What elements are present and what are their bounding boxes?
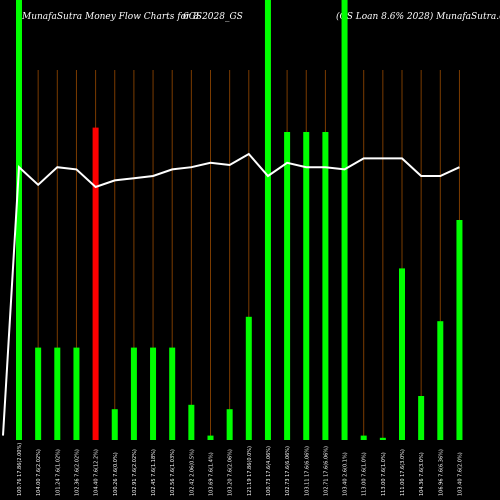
x-tick-label: 102.56 7.6(1.03%) bbox=[170, 449, 176, 496]
x-tick-label: 100.76 17.86(2.00%) bbox=[17, 443, 23, 496]
money-flow-line bbox=[2, 152, 460, 436]
money-flow-bar bbox=[150, 347, 157, 440]
x-tick-label: 102.36 7.6(2.02%) bbox=[74, 449, 80, 496]
money-flow-bar bbox=[399, 268, 405, 440]
money-flow-bar bbox=[418, 396, 425, 440]
money-flow-bar bbox=[130, 347, 137, 440]
x-tick-label: 113.00 7.6(1.0%) bbox=[381, 452, 387, 496]
x-tick-label: 102.73 17.6(6.06%) bbox=[285, 446, 291, 496]
money-flow-bar bbox=[379, 437, 386, 440]
x-tick-label: 103.40 2.6(0.1%) bbox=[343, 452, 349, 496]
x-tick-label: 103.11 17.6(6.06%) bbox=[304, 446, 310, 496]
x-tick-label: 104.36 7.6(3.0%) bbox=[419, 452, 425, 496]
x-tick-label: 103.20 7.6(2.06%) bbox=[228, 449, 234, 496]
money-flow-bar bbox=[188, 404, 195, 440]
money-flow-bar bbox=[54, 347, 61, 440]
money-flow-bar bbox=[226, 409, 233, 440]
money-flow-bar bbox=[284, 132, 291, 440]
x-tick-label: 103.40 7.6(2.0%) bbox=[457, 452, 463, 496]
x-tick-label: 121.19 17.86(0.0%) bbox=[247, 446, 253, 496]
x-tick-label: 102.45 7.6(1.18%) bbox=[151, 449, 157, 496]
money-flow-bar bbox=[303, 132, 310, 440]
x-tick-label: 102.91 7.6(2.02%) bbox=[132, 449, 138, 496]
x-tick-label: 113.00 7.6(1.0%) bbox=[362, 452, 368, 496]
money-flow-bar bbox=[73, 347, 80, 440]
x-tick-label: 104.00 7.6(2.02%) bbox=[36, 449, 42, 496]
x-tick-label: 106.96 7.6(6.36%) bbox=[438, 449, 444, 496]
money-flow-bar bbox=[245, 316, 252, 440]
money-flow-bar bbox=[360, 435, 367, 440]
money-flow-bar bbox=[341, 0, 348, 440]
x-tick-label: 104.40 7.6(12.2%) bbox=[94, 449, 100, 496]
money-flow-bar bbox=[437, 321, 444, 440]
money-flow-bar bbox=[207, 435, 214, 440]
chart-title-symbol: 6GS2028_GS bbox=[183, 12, 243, 22]
money-flow-bar bbox=[264, 0, 271, 440]
x-tick-label: 101.24 7.6(1.02%) bbox=[55, 449, 61, 496]
x-tick-label: 102.71 17.6(6.06%) bbox=[323, 446, 329, 496]
money-flow-bar bbox=[169, 347, 176, 440]
x-tick-label: 102.42 2.06(0.5%) bbox=[189, 449, 195, 496]
money-flow-bar bbox=[111, 409, 118, 440]
x-tick-label: 103.69 7.6(1.4%) bbox=[209, 452, 215, 496]
chart-title-right: (GS Loan 8.6% 2028) MunafaSutra.com bbox=[336, 12, 500, 22]
x-tick-label: 100.73 17.6(4.06%) bbox=[266, 446, 272, 496]
money-flow-bar bbox=[322, 132, 329, 440]
money-flow-bar bbox=[456, 220, 463, 440]
money-flow-bar bbox=[35, 347, 42, 440]
money-flow-bar bbox=[92, 127, 99, 440]
x-tick-label: 111.00 17.6(3.0%) bbox=[400, 449, 406, 496]
chart-title-left: MunafaSutra Money Flow Charts for 8 bbox=[22, 12, 199, 22]
x-tick-label: 100.26 7.6(0.0%) bbox=[113, 452, 119, 496]
money-flow-bar bbox=[16, 0, 22, 440]
